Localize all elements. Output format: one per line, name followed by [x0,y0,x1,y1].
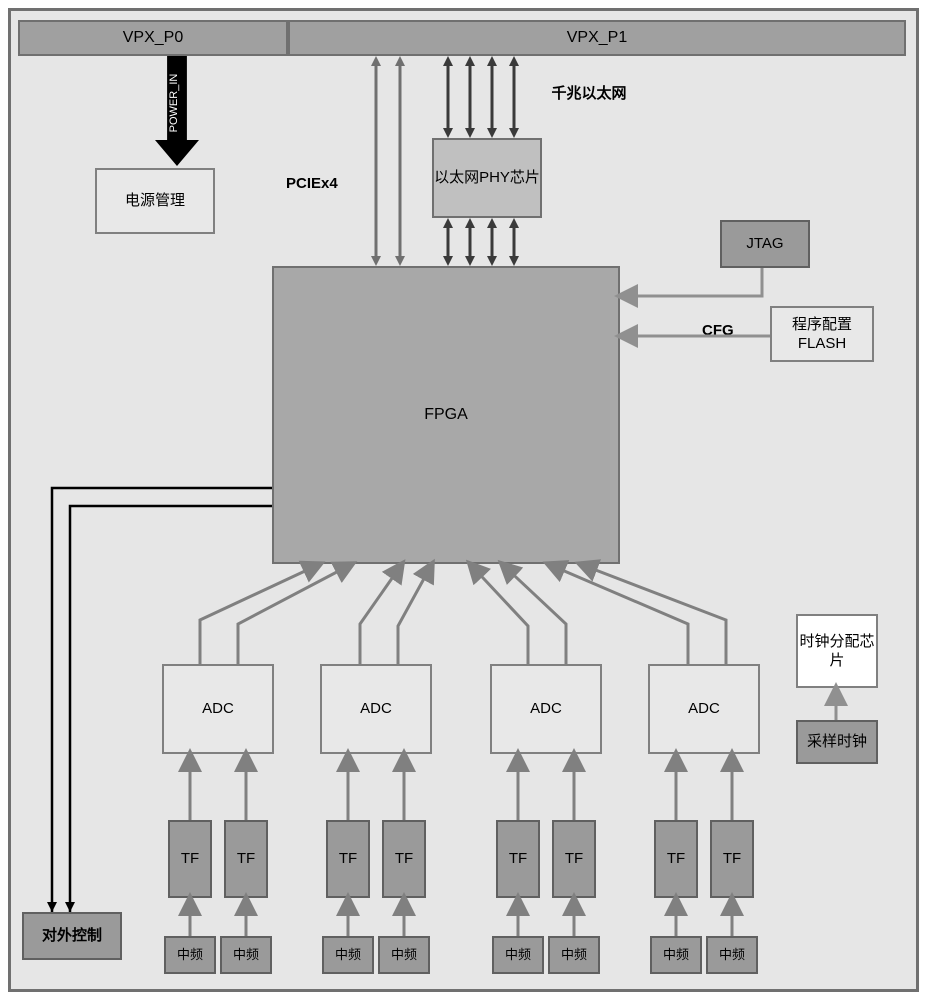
tf-box-6: TF [654,820,698,898]
sample-clock-box: 采样时钟 [796,720,878,764]
tf-box-3: TF [382,820,426,898]
gige-label: 千兆以太网 [548,82,630,103]
header-vpx-p0: VPX_P0 [18,20,288,56]
ext-ctrl-box: 对外控制 [22,912,122,960]
if-box-4: 中频 [492,936,544,974]
adc-box-3: ADC [648,664,760,754]
diagram-canvas: VPX_P0VPX_P1 电源管理 以太网PHY芯片 JTAG 程序配置FLASH FPG… [0,0,927,1000]
if-box-7: 中频 [706,936,758,974]
power-mgmt-box: 电源管理 [95,168,215,234]
tf-box-7: TF [710,820,754,898]
header-vpx-p1: VPX_P1 [288,20,906,56]
jtag-box: JTAG [720,220,810,268]
tf-box-4: TF [496,820,540,898]
tf-box-0: TF [168,820,212,898]
if-box-1: 中频 [220,936,272,974]
if-box-6: 中频 [650,936,702,974]
adc-box-2: ADC [490,664,602,754]
if-box-2: 中频 [322,936,374,974]
if-box-0: 中频 [164,936,216,974]
adc-box-0: ADC [162,664,274,754]
if-box-3: 中频 [378,936,430,974]
ethernet-phy-box: 以太网PHY芯片 [432,138,542,218]
tf-box-2: TF [326,820,370,898]
fpga-box: FPGA [272,266,620,564]
tf-box-1: TF [224,820,268,898]
flash-box: 程序配置FLASH [770,306,874,362]
cfg-label: CFG [702,322,734,339]
pciex4-label: PCIEx4 [286,175,338,192]
if-box-5: 中频 [548,936,600,974]
adc-box-1: ADC [320,664,432,754]
clock-dist-box: 时钟分配芯片 [796,614,878,688]
tf-box-5: TF [552,820,596,898]
